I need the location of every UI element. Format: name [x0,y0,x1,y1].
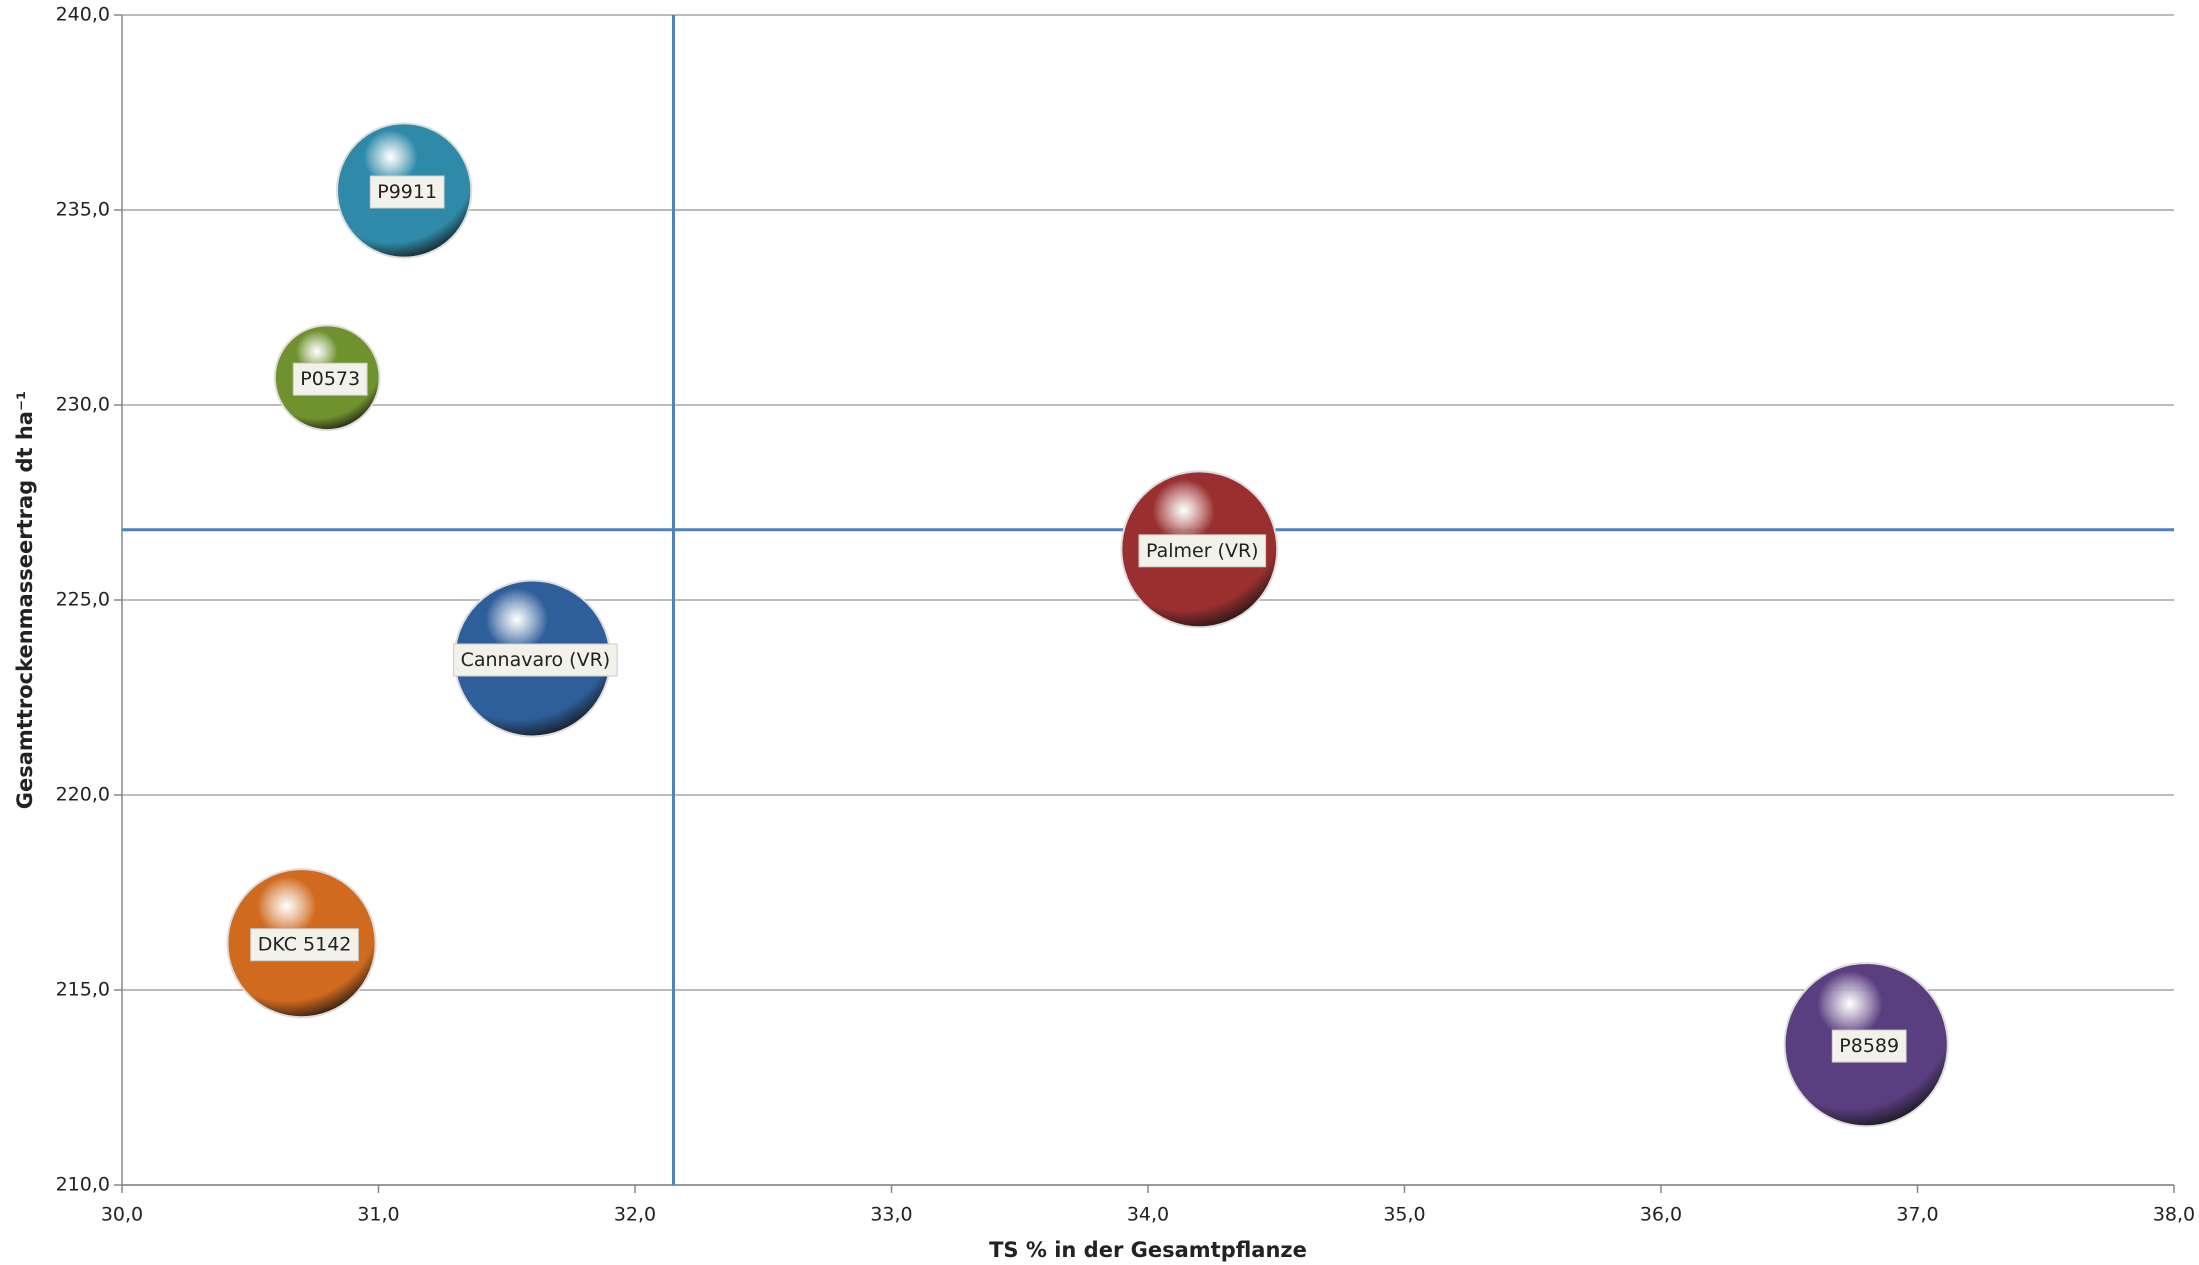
x-tick-label: 33,0 [870,1204,912,1226]
x-tick-label: 34,0 [1127,1204,1169,1226]
y-tick-label: 240,0 [56,4,110,26]
bubble-label-box [250,928,359,962]
y-tick-label: 215,0 [56,979,110,1001]
x-tick-label: 35,0 [1383,1204,1425,1226]
bubble-label-box [369,175,445,209]
y-tick-label: 230,0 [56,394,110,416]
bubble-label: P9911 [377,181,437,203]
bubble-label: Palmer (VR) [1146,540,1259,562]
y-tick-label: 220,0 [56,784,110,806]
bubble-label-box [1138,534,1267,568]
x-tick-label: 31,0 [357,1204,399,1226]
bubble-label-box [1831,1029,1907,1063]
x-tick-label: 30,0 [101,1204,143,1226]
bubble-label: DKC 5142 [258,934,352,956]
bubble-label: P0573 [300,368,360,390]
x-axis-title: TS % in der Gesamtpflanze [989,1238,1307,1262]
x-tick-label: 32,0 [614,1204,656,1226]
y-tick-label: 225,0 [56,589,110,611]
y-tick-label: 210,0 [56,1174,110,1196]
bubble-label: Cannavaro (VR) [461,649,611,671]
x-tick-label: 36,0 [1640,1204,1682,1226]
x-tick-label: 37,0 [1896,1204,1938,1226]
x-tick-label: 38,0 [2153,1204,2195,1226]
bubble-label-box [453,643,618,677]
y-axis-title: Gesamttrockenmasseertrag dt ha⁻¹ [13,391,37,810]
bubble-label: P8589 [1839,1035,1899,1057]
y-tick-label: 235,0 [56,199,110,221]
bubble-label-box [292,362,368,396]
